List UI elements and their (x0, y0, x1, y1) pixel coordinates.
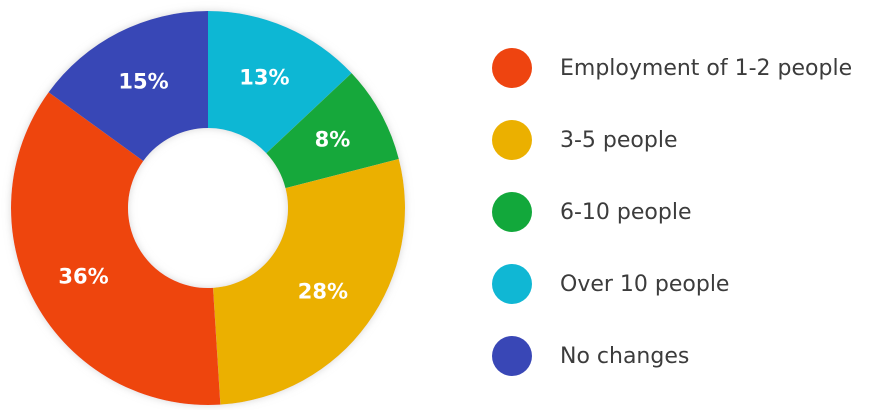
donut-svg: 13% 8% 28% 36% 15% (10, 11, 405, 406)
data-label-over-10-people: 13% (239, 66, 289, 90)
donut-slice-over-10-people (208, 11, 352, 154)
legend-label-over-10-people: Over 10 people (560, 271, 730, 297)
legend-item-3-5-people: 3-5 people (492, 117, 872, 163)
data-label-employment-of-1-2-people: 36% (58, 264, 108, 288)
legend-item-over-10-people: Over 10 people (492, 261, 872, 307)
donut-slice-employment-of-1-2-people (10, 92, 221, 406)
legend-item-6-10-people: 6-10 people (492, 189, 872, 235)
legend-label-no-changes: No changes (560, 343, 690, 369)
donut-slice-6-10-people (266, 73, 399, 189)
legend-swatch-no-changes (492, 336, 532, 376)
legend-label-6-10-people: 6-10 people (560, 199, 692, 225)
donut-labels: 13% 8% 28% 36% 15% (58, 66, 350, 304)
legend-swatch-employment-1-2 (492, 48, 532, 88)
legend-swatch-6-10-people (492, 192, 532, 232)
legend: Employment of 1-2 people 3-5 people 6-10… (492, 45, 872, 379)
data-label-no-changes: 15% (118, 69, 168, 93)
donut-slice-3-5-people (213, 159, 405, 405)
legend-label-employment-1-2: Employment of 1-2 people (560, 55, 853, 81)
legend-item-employment-1-2: Employment of 1-2 people (492, 45, 872, 91)
donut-slice-no-changes (48, 11, 208, 161)
legend-item-no-changes: No changes (492, 333, 872, 379)
donut-chart: 13% 8% 28% 36% 15% (0, 0, 420, 410)
data-label-6-10-people: 8% (315, 128, 351, 152)
data-label-3-5-people: 28% (298, 279, 348, 303)
legend-swatch-3-5-people (492, 120, 532, 160)
donut-slices (10, 11, 405, 406)
legend-label-3-5-people: 3-5 people (560, 127, 678, 153)
legend-swatch-over-10-people (492, 264, 532, 304)
